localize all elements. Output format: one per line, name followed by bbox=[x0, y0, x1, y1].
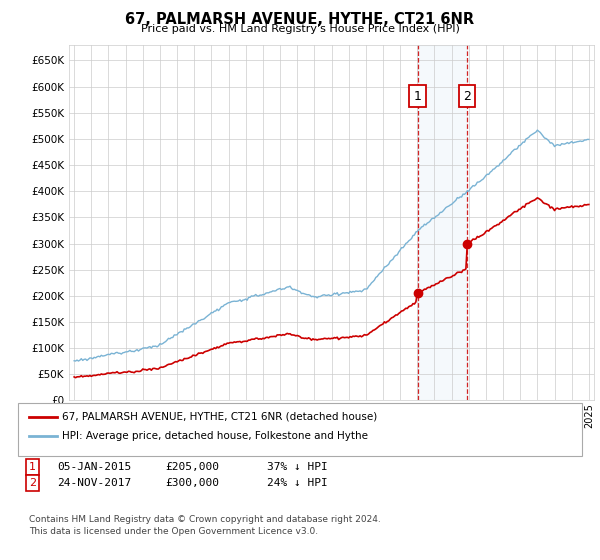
Text: 1: 1 bbox=[29, 462, 36, 472]
Text: Price paid vs. HM Land Registry's House Price Index (HPI): Price paid vs. HM Land Registry's House … bbox=[140, 24, 460, 34]
Text: 37% ↓ HPI: 37% ↓ HPI bbox=[267, 462, 328, 472]
Text: 2: 2 bbox=[463, 90, 471, 103]
Text: 24-NOV-2017: 24-NOV-2017 bbox=[57, 478, 131, 488]
Text: This data is licensed under the Open Government Licence v3.0.: This data is licensed under the Open Gov… bbox=[29, 528, 318, 536]
Text: HPI: Average price, detached house, Folkestone and Hythe: HPI: Average price, detached house, Folk… bbox=[62, 431, 368, 441]
Text: £300,000: £300,000 bbox=[165, 478, 219, 488]
Text: £205,000: £205,000 bbox=[165, 462, 219, 472]
Bar bbox=[418, 45, 467, 400]
Text: 2: 2 bbox=[29, 478, 36, 488]
Text: 67, PALMARSH AVENUE, HYTHE, CT21 6NR (detached house): 67, PALMARSH AVENUE, HYTHE, CT21 6NR (de… bbox=[62, 412, 377, 422]
Text: 24% ↓ HPI: 24% ↓ HPI bbox=[267, 478, 328, 488]
Text: 05-JAN-2015: 05-JAN-2015 bbox=[57, 462, 131, 472]
Text: 1: 1 bbox=[414, 90, 422, 103]
Text: Contains HM Land Registry data © Crown copyright and database right 2024.: Contains HM Land Registry data © Crown c… bbox=[29, 515, 380, 524]
Text: 67, PALMARSH AVENUE, HYTHE, CT21 6NR: 67, PALMARSH AVENUE, HYTHE, CT21 6NR bbox=[125, 12, 475, 27]
